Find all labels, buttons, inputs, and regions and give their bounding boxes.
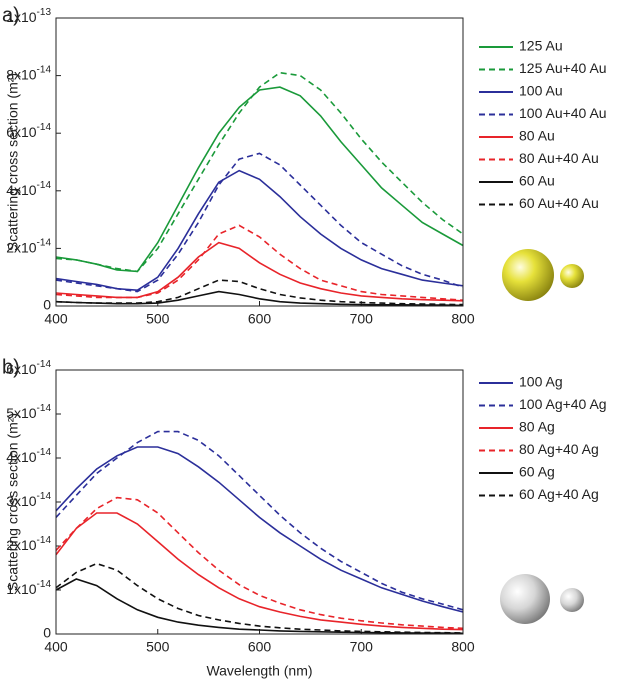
legend-label: 100 Au+40 Au (519, 105, 607, 121)
legend-label: 100 Ag+40 Ag (519, 396, 607, 412)
y-tick-label: 3x10-14 (6, 491, 51, 509)
x-tick-label: 600 (248, 639, 272, 655)
series-line (55, 290, 464, 307)
series-line (55, 446, 464, 613)
legend-label: 125 Au (519, 38, 563, 54)
series-line (55, 279, 464, 306)
x-tick-label: 700 (350, 639, 374, 655)
x-tick-label: 500 (146, 639, 170, 655)
silver-sphere-large (500, 574, 550, 624)
panel-label: b) (2, 356, 20, 378)
plot-frame (55, 369, 464, 635)
legend-label: 60 Au+40 Au (519, 195, 599, 211)
legend-label: 60 Ag+40 Ag (519, 486, 599, 502)
x-tick-label: 700 (350, 311, 374, 327)
series-line (55, 152, 464, 293)
y-tick-label: 6x10-14 (6, 359, 51, 377)
plot-frame (55, 17, 464, 307)
y-tick-label: 0 (43, 297, 51, 313)
legend-label: 80 Ag+40 Ag (519, 441, 599, 457)
y-axis-title: Scattering cross section (m²) (5, 73, 21, 251)
x-tick-label: 800 (451, 639, 475, 655)
legend-label: 60 Ag (519, 464, 555, 480)
legend-label: 100 Ag (519, 374, 563, 390)
legend-label: 60 Au (519, 173, 555, 189)
legend-label: 125 Au+40 Au (519, 60, 607, 76)
y-tick-label: 4x10-14 (6, 447, 51, 465)
y-tick-label: 2x10-14 (6, 535, 51, 553)
silver-sphere-small (560, 588, 584, 612)
series-line (55, 224, 464, 301)
x-axis-title: Wavelength (nm) (206, 663, 312, 679)
series-line (55, 169, 464, 292)
gold-sphere-small (560, 264, 584, 288)
series-line (55, 71, 464, 273)
y-tick-label: 2x10-14 (6, 237, 51, 255)
x-tick-label: 400 (44, 311, 68, 327)
x-tick-label: 400 (44, 639, 68, 655)
series-line (55, 241, 464, 302)
legend-label: 80 Au+40 Au (519, 150, 599, 166)
x-tick-label: 500 (146, 311, 170, 327)
legend-label: 80 Ag (519, 419, 555, 435)
series-line (55, 430, 464, 611)
series-line (55, 562, 464, 634)
y-tick-label: 0 (43, 625, 51, 641)
legend-label: 80 Au (519, 128, 555, 144)
legend-label: 100 Au (519, 83, 563, 99)
y-tick-label: 8x10-14 (6, 64, 51, 82)
y-tick-label: 1x10-13 (6, 7, 51, 25)
y-axis-title: Scattering cross section (m²) (5, 413, 21, 591)
series-line (55, 512, 464, 631)
y-tick-label: 5x10-14 (6, 403, 51, 421)
y-tick-label: 4x10-14 (6, 179, 51, 197)
series-line (55, 86, 464, 273)
x-tick-label: 600 (248, 311, 272, 327)
panel-label: a) (2, 4, 20, 26)
x-tick-label: 800 (451, 311, 475, 327)
gold-sphere-large (502, 249, 554, 301)
y-tick-label: 6x10-14 (6, 122, 51, 140)
y-tick-label: 1x10-14 (6, 579, 51, 597)
